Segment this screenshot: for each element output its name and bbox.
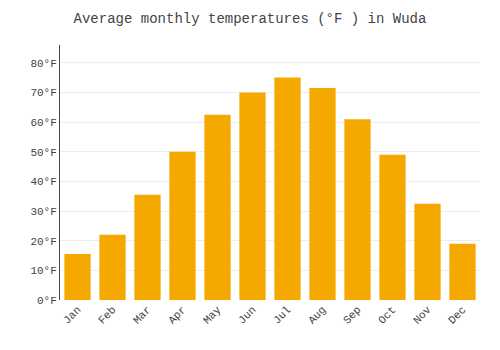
svg-text:Jan: Jan <box>61 304 83 326</box>
svg-text:Feb: Feb <box>96 304 118 326</box>
svg-text:Jun: Jun <box>236 304 258 326</box>
svg-text:10°F: 10°F <box>30 265 56 277</box>
svg-text:Sep: Sep <box>341 304 363 326</box>
svg-text:40°F: 40°F <box>30 176 56 188</box>
svg-text:Apr: Apr <box>166 304 188 326</box>
svg-text:30°F: 30°F <box>30 206 56 218</box>
svg-text:0°F: 0°F <box>37 295 57 307</box>
svg-text:70°F: 70°F <box>30 87 56 99</box>
svg-text:Aug: Aug <box>306 304 328 326</box>
svg-text:Mar: Mar <box>131 304 153 326</box>
svg-text:20°F: 20°F <box>30 236 56 248</box>
svg-text:60°F: 60°F <box>30 117 56 129</box>
svg-text:Jul: Jul <box>271 304 293 326</box>
svg-text:80°F: 80°F <box>30 58 56 70</box>
svg-text:Average monthly temperatures (: Average monthly temperatures (°F ) in Wu… <box>74 11 427 27</box>
svg-text:Dec: Dec <box>446 304 468 326</box>
svg-text:50°F: 50°F <box>30 147 56 159</box>
svg-text:Nov: Nov <box>411 304 434 327</box>
svg-text:May: May <box>201 304 224 327</box>
svg-text:Oct: Oct <box>376 304 398 326</box>
